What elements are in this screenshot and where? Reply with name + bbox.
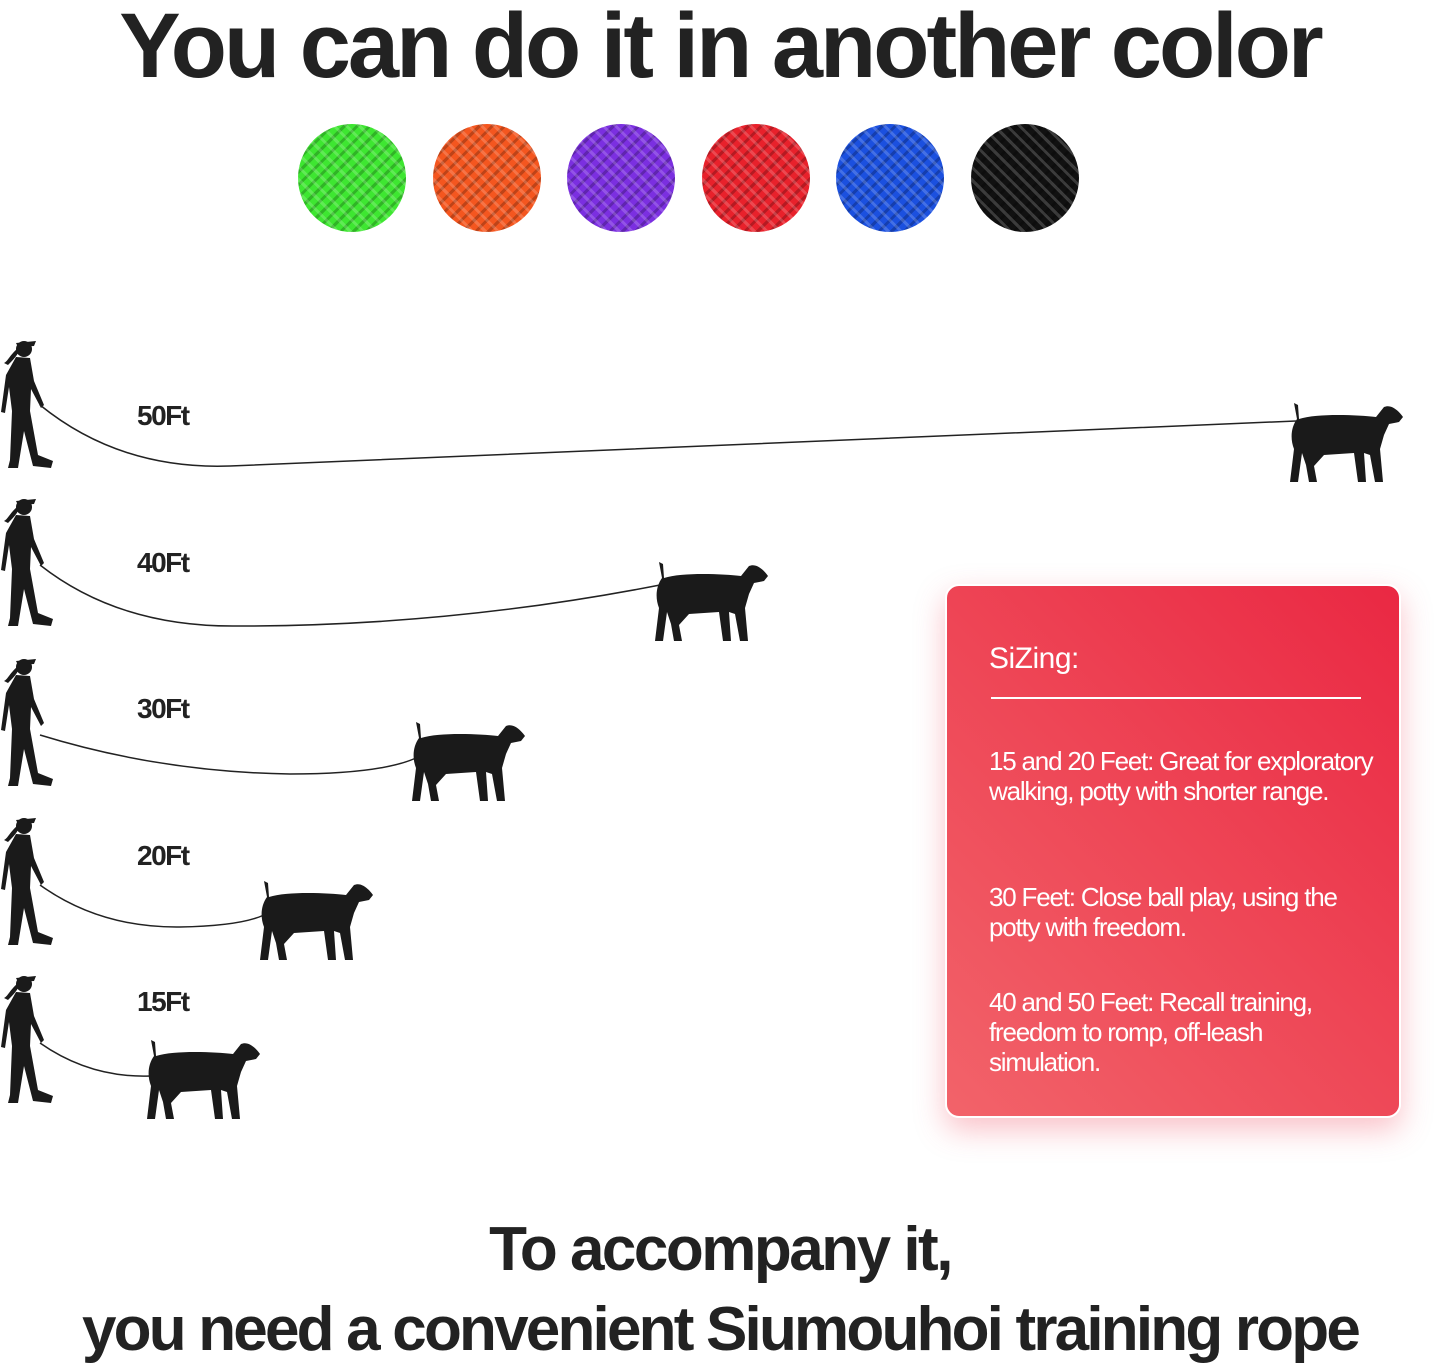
walker-icon (1, 659, 53, 786)
color-swatch-red[interactable] (702, 124, 810, 232)
walker-icon (1, 499, 53, 626)
row-20ft (1, 818, 373, 960)
leash-line (39, 734, 417, 775)
color-swatch-orange[interactable] (433, 124, 541, 232)
divider (991, 697, 1361, 699)
row-15ft (1, 976, 260, 1119)
page-title: You can do it in another color (119, 0, 1323, 97)
footer-line-2: you need a convenient Siumouhoi training… (81, 1295, 1361, 1364)
color-swatch-green[interactable] (298, 124, 406, 232)
sizing-item-40-50: 40 and 50 Feet: Recall training, freedom… (989, 987, 1313, 1077)
color-swatch-blue[interactable] (836, 124, 944, 232)
length-label-15ft: 15Ft (137, 986, 190, 1017)
row-50ft (1, 341, 1403, 482)
leash-line (39, 884, 265, 928)
sizing-title: SiZing: (989, 642, 1079, 675)
leash-line (39, 404, 1297, 467)
leash-line (39, 564, 661, 627)
color-swatch-purple[interactable] (567, 124, 675, 232)
length-label-20ft: 20Ft (137, 840, 190, 871)
walker-icon (1, 341, 53, 468)
footer-line-1: To accompany it, (489, 1215, 953, 1284)
leash-line (39, 1042, 151, 1077)
sizing-item-15-20: 15 and 20 Feet: Great for exploratory wa… (989, 746, 1374, 806)
dog-icon (1290, 403, 1403, 482)
walker-icon (1, 976, 53, 1103)
sizing-item-30: 30 Feet: Close ball play, using the pott… (989, 882, 1338, 942)
dog-icon (260, 881, 373, 960)
dog-icon (147, 1040, 260, 1119)
length-label-50ft: 50Ft (137, 400, 190, 431)
row-30ft (1, 659, 525, 801)
length-label-30ft: 30Ft (137, 693, 190, 724)
color-swatch-black[interactable] (971, 124, 1079, 232)
dog-icon (655, 562, 768, 641)
dog-icon (412, 722, 525, 801)
sizing-card: SiZing: 15 and 20 Feet: Great for explor… (945, 584, 1401, 1118)
length-label-40ft: 40Ft (137, 547, 190, 578)
row-40ft (1, 499, 768, 641)
walker-icon (1, 818, 53, 945)
